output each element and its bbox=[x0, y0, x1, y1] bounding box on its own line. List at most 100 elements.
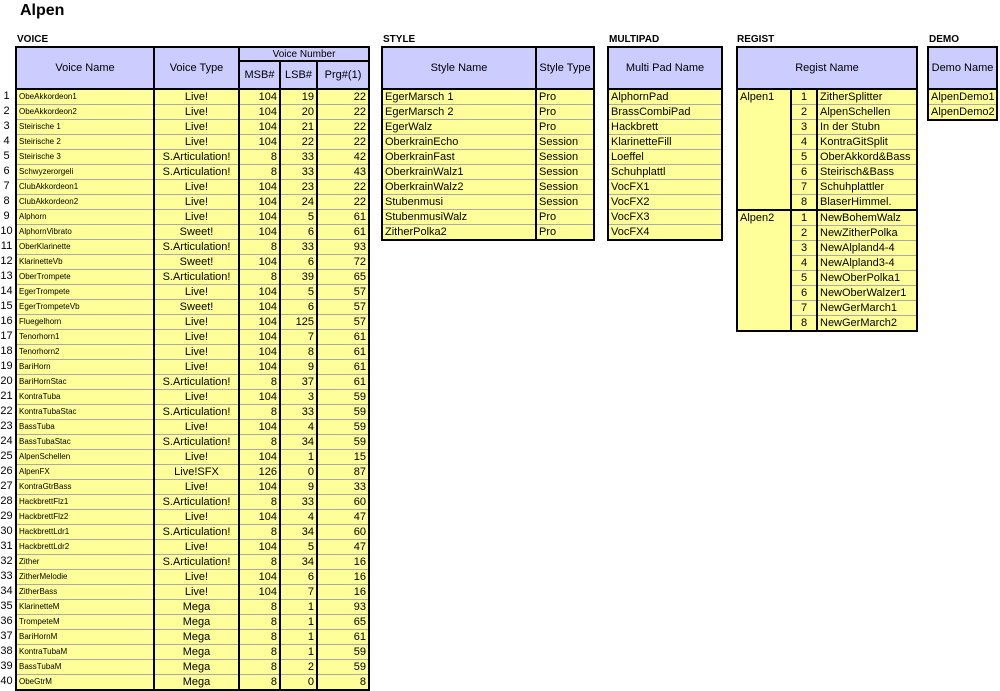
voice-name-cell: KontraGtrBass bbox=[15, 479, 155, 495]
voice-type-cell: Live! bbox=[153, 509, 240, 525]
table-row: Hackbrett bbox=[607, 119, 723, 135]
table-row: 7 NewGerMarch1 bbox=[737, 300, 918, 316]
prg-cell: 60 bbox=[315, 524, 371, 540]
lsb-cell: 33 bbox=[279, 494, 318, 510]
voice-name-cell: BariHorn bbox=[15, 359, 155, 375]
prg-cell: 22 bbox=[315, 119, 371, 135]
voice-name-cell: Steirische 1 bbox=[15, 119, 155, 135]
table-row: 4 KontraGitSplit bbox=[737, 134, 918, 150]
row-number: 9 bbox=[3, 210, 10, 222]
multipad-name-cell: AlphornPad bbox=[607, 89, 723, 105]
voice-type-cell: Live! bbox=[153, 449, 240, 465]
table-row: ClubAkkordeon2 Live! 104 24 22 bbox=[15, 194, 371, 210]
lsb-cell: 33 bbox=[279, 164, 318, 180]
regist-number-cell: 8 bbox=[790, 315, 818, 332]
header-demo-name: Demo Name bbox=[927, 46, 998, 90]
row-number: 14 bbox=[0, 285, 13, 297]
voice-type-cell: S.Articulation! bbox=[153, 164, 240, 180]
table-row: 5 NewOberPolka1 bbox=[737, 270, 918, 286]
lsb-cell: 5 bbox=[279, 539, 318, 555]
demo-section-label: DEMO bbox=[929, 34, 959, 45]
msb-cell: 8 bbox=[238, 674, 281, 691]
voice-name-cell: Tenorhorn1 bbox=[15, 329, 155, 345]
style-name-cell: StubenmusiWalz bbox=[381, 209, 537, 225]
voice-name-cell: OberKlarinette bbox=[15, 239, 155, 255]
prg-cell: 16 bbox=[315, 554, 371, 570]
voice-type-cell: S.Articulation! bbox=[153, 554, 240, 570]
regist-number-cell: 1 bbox=[790, 210, 818, 226]
lsb-cell: 6 bbox=[279, 299, 318, 315]
table-row: OberkrainWalz2 Session bbox=[381, 179, 595, 195]
voice-type-cell: Live! bbox=[153, 539, 240, 555]
table-row: StubenmusiWalz Pro bbox=[381, 209, 595, 225]
regist-name-cell: In der Stubn bbox=[816, 119, 918, 135]
prg-cell: 65 bbox=[315, 269, 371, 285]
msb-cell: 104 bbox=[238, 194, 281, 210]
msb-cell: 104 bbox=[238, 509, 281, 525]
voice-type-cell: Live! bbox=[153, 359, 240, 375]
voice-section-label: VOICE bbox=[17, 34, 49, 45]
table-row: BassTuba Live! 104 4 59 bbox=[15, 419, 371, 435]
row-number: 33 bbox=[0, 570, 13, 582]
row-number: 32 bbox=[0, 555, 13, 567]
table-row: Tenorhorn1 Live! 104 7 61 bbox=[15, 329, 371, 345]
prg-cell: 22 bbox=[315, 104, 371, 120]
lsb-cell: 1 bbox=[279, 629, 318, 645]
voice-name-cell: BassTuba bbox=[15, 419, 155, 435]
msb-cell: 104 bbox=[238, 449, 281, 465]
regist-number-cell: 3 bbox=[790, 119, 818, 135]
voice-name-cell: TrompeteM bbox=[15, 614, 155, 630]
table-row: 4 NewAlpland3-4 bbox=[737, 255, 918, 271]
prg-cell: 61 bbox=[315, 224, 371, 240]
header-style-name: Style Name bbox=[381, 46, 537, 90]
msb-cell: 8 bbox=[238, 434, 281, 450]
table-row: ClubAkkordeon1 Live! 104 23 22 bbox=[15, 179, 371, 195]
row-number: 2 bbox=[3, 105, 10, 117]
row-number: 4 bbox=[3, 135, 10, 147]
voice-name-cell: ZitherBass bbox=[15, 584, 155, 600]
table-row: VocFX4 bbox=[607, 224, 723, 241]
regist-number-cell: 3 bbox=[790, 240, 818, 256]
voice-type-cell: Sweet! bbox=[153, 224, 240, 240]
prg-cell: 47 bbox=[315, 509, 371, 525]
prg-cell: 93 bbox=[315, 239, 371, 255]
table-row: 8 NewGerMarch2 bbox=[737, 315, 918, 332]
multipad-name-cell: VocFX3 bbox=[607, 209, 723, 225]
voice-name-cell: Zither bbox=[15, 554, 155, 570]
style-type-cell: Pro bbox=[535, 104, 595, 120]
page-title: Alpen bbox=[20, 2, 65, 19]
row-number: 23 bbox=[0, 420, 13, 432]
voice-type-cell: Live! bbox=[153, 479, 240, 495]
msb-cell: 104 bbox=[238, 569, 281, 585]
regist-number-cell: 4 bbox=[790, 255, 818, 271]
prg-cell: 61 bbox=[315, 344, 371, 360]
voice-name-cell: Fluegelhorn bbox=[15, 314, 155, 330]
voice-type-cell: Live! bbox=[153, 284, 240, 300]
table-row: 3 NewAlpland4-4 bbox=[737, 240, 918, 256]
prg-cell: 8 bbox=[315, 674, 371, 691]
voice-type-cell: Mega bbox=[153, 644, 240, 660]
voice-name-cell: Steirische 3 bbox=[15, 149, 155, 165]
style-type-cell: Session bbox=[535, 164, 595, 180]
table-row: BariHornM Mega 8 1 61 bbox=[15, 629, 371, 645]
prg-cell: 57 bbox=[315, 314, 371, 330]
lsb-cell: 0 bbox=[279, 674, 318, 691]
regist-name-cell: BlaserHimmel. bbox=[816, 194, 918, 211]
prg-cell: 57 bbox=[315, 284, 371, 300]
row-number: 28 bbox=[0, 495, 13, 507]
style-table: Style Name Style Type EgerMarsch 1 Pro Ege… bbox=[381, 46, 595, 241]
regist-number-cell: 2 bbox=[790, 104, 818, 120]
prg-cell: 47 bbox=[315, 539, 371, 555]
prg-cell: 22 bbox=[315, 194, 371, 210]
prg-cell: 15 bbox=[315, 449, 371, 465]
row-number: 7 bbox=[3, 180, 10, 192]
regist-number-cell: 6 bbox=[790, 285, 818, 301]
msb-cell: 8 bbox=[238, 659, 281, 675]
voice-name-cell: ClubAkkordeon2 bbox=[15, 194, 155, 210]
row-number: 24 bbox=[0, 435, 13, 447]
prg-cell: 93 bbox=[315, 599, 371, 615]
voice-name-cell: HackbrettFlz1 bbox=[15, 494, 155, 510]
regist-name-cell: NewAlpland4-4 bbox=[816, 240, 918, 256]
voice-name-cell: EgerTrompeteVb bbox=[15, 299, 155, 315]
regist-name-cell: AlpenSchellen bbox=[816, 104, 918, 120]
